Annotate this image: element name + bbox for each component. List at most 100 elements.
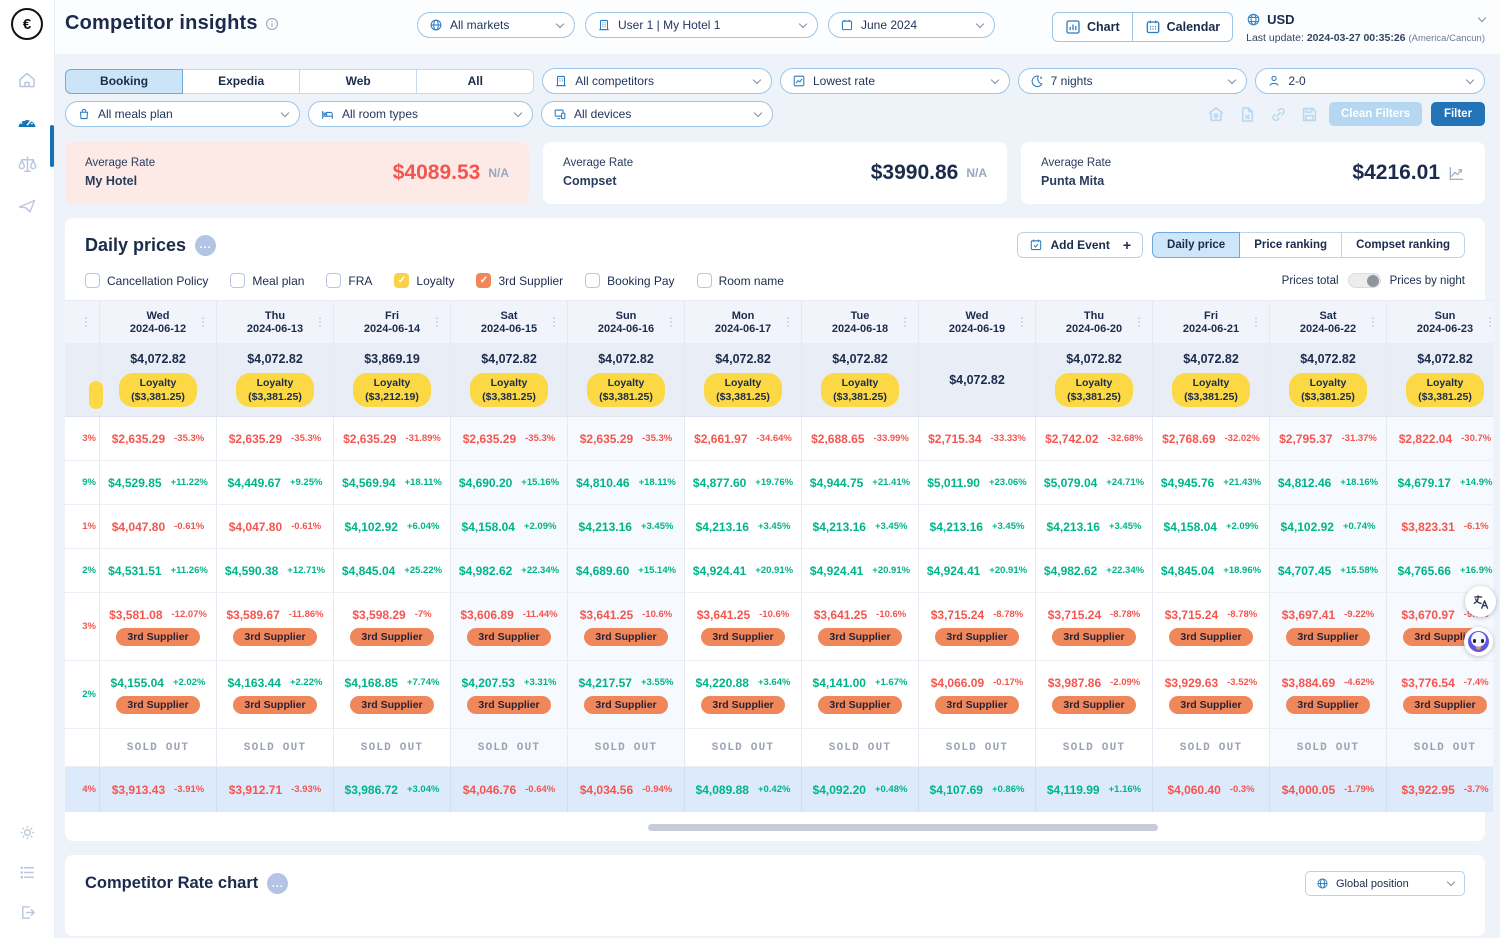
date-column-header[interactable]: Wed 2024-06-19 ⋮ <box>919 301 1036 343</box>
price-cell[interactable]: $4,047.80 -0.61% <box>217 505 334 548</box>
price-cell[interactable]: $4,845.04 +25.22% <box>334 549 451 592</box>
sidebar-item-home[interactable] <box>15 68 39 92</box>
price-cell[interactable]: $2,688.65 -33.99% <box>802 417 919 460</box>
checkbox-meal-plan[interactable]: Meal plan <box>230 273 304 288</box>
total-price-cell[interactable]: $4,060.40 -0.3% <box>1153 767 1270 812</box>
price-cell[interactable]: $4,982.62 +22.34% <box>1036 549 1153 592</box>
export-excel-icon[interactable] <box>1236 103 1258 125</box>
price-cell[interactable]: $4,812.46 +18.16% <box>1270 461 1387 504</box>
price-cell[interactable]: $4,213.16 +3.45% <box>802 505 919 548</box>
price-cell[interactable]: $4,531.51 +11.26% <box>100 549 217 592</box>
price-cell[interactable]: $4,155.04 +2.02% 3rd Supplier <box>100 661 217 728</box>
date-column-header[interactable]: Thu 2024-06-20 ⋮ <box>1036 301 1153 343</box>
price-cell[interactable]: $3,715.24 -8.78% 3rd Supplier <box>919 593 1036 660</box>
favorite-filter-icon[interactable] <box>1205 103 1227 125</box>
global-position-dropdown[interactable]: Global position <box>1305 871 1465 896</box>
column-menu-icon[interactable]: ⋮ <box>548 315 560 329</box>
column-menu-icon[interactable]: ⋮ <box>1484 316 1493 328</box>
price-cell[interactable]: $4,924.41 +20.91% <box>685 549 802 592</box>
price-cell[interactable]: $4,569.94 +18.11% <box>334 461 451 504</box>
save-icon[interactable] <box>1298 103 1320 125</box>
sidebar-item-flights[interactable] <box>15 194 39 218</box>
my-hotel-price-cell[interactable]: $4,072.82 Loyalty ($3,381.25) <box>1387 343 1493 416</box>
checkbox-fra[interactable]: FRA <box>326 273 372 288</box>
price-cell[interactable]: $3,697.41 -9.22% 3rd Supplier <box>1270 593 1387 660</box>
checkbox-3rd-supplier[interactable]: ✓ 3rd Supplier <box>476 273 563 288</box>
price-cell[interactable]: $4,047.80 -0.61% <box>100 505 217 548</box>
price-cell[interactable]: $4,924.41 +20.91% <box>802 549 919 592</box>
price-cell[interactable]: $4,944.75 +21.41% <box>802 461 919 504</box>
checkbox-room-name[interactable]: Room name <box>696 273 784 288</box>
my-hotel-price-cell[interactable]: $4,072.82 Loyalty ($3,381.25) <box>451 343 568 416</box>
column-menu-icon[interactable]: ⋮ <box>782 315 794 329</box>
occupancy-dropdown[interactable]: 2-0 <box>1255 68 1486 94</box>
total-price-cell[interactable]: $3,912.71 -3.93% <box>217 767 334 812</box>
price-cell[interactable]: $3,776.54 -7.4% 3rd Supplier <box>1387 661 1493 728</box>
my-hotel-price-cell[interactable]: $3,869.19 Loyalty ($3,212.19) <box>334 343 451 416</box>
competitors-dropdown[interactable]: All competitors <box>542 68 772 94</box>
price-cell[interactable]: $4,765.66 +16.9% <box>1387 549 1493 592</box>
price-cell[interactable]: $3,641.25 -10.6% 3rd Supplier <box>802 593 919 660</box>
date-column-header[interactable]: Sun 2024-06-16 ⋮ <box>568 301 685 343</box>
column-menu-icon[interactable]: ⋮ <box>1250 315 1262 329</box>
checkbox-loyalty[interactable]: ✓ Loyalty <box>394 273 454 288</box>
column-menu-icon[interactable]: ⋮ <box>665 315 677 329</box>
column-menu-icon[interactable]: ⋮ <box>899 315 911 329</box>
total-price-cell[interactable]: $4,089.88 +0.42% <box>685 767 802 812</box>
devices-dropdown[interactable]: All devices <box>541 101 773 127</box>
price-cell[interactable]: $4,845.04 +18.96% <box>1153 549 1270 592</box>
translate-button[interactable] <box>1465 586 1496 617</box>
add-event-button[interactable]: Add Event + <box>1017 232 1144 258</box>
total-price-cell[interactable]: $3,913.43 -3.91% <box>100 767 217 812</box>
price-cell[interactable]: $3,606.89 -11.44% 3rd Supplier <box>451 593 568 660</box>
price-cell[interactable]: $4,213.16 +3.45% <box>685 505 802 548</box>
price-cell[interactable]: $4,220.88 +3.64% 3rd Supplier <box>685 661 802 728</box>
competitor-rate-chart-menu-button[interactable]: ... <box>267 873 289 894</box>
date-column-header[interactable]: Wed 2024-06-12 ⋮ <box>100 301 217 343</box>
rate-type-dropdown[interactable]: Lowest rate <box>779 68 1010 94</box>
price-cell[interactable]: $4,679.17 +14.9% <box>1387 461 1493 504</box>
price-cell[interactable]: $2,635.29 -35.3% <box>100 417 217 460</box>
source-tab-all[interactable]: All <box>417 68 535 94</box>
link-icon[interactable] <box>1267 103 1289 125</box>
markets-dropdown[interactable]: All markets <box>417 12 575 38</box>
price-mode-switch[interactable] <box>1347 273 1381 288</box>
price-cell[interactable]: $4,163.44 +2.22% 3rd Supplier <box>217 661 334 728</box>
sidebar-item-logout[interactable] <box>15 900 39 924</box>
checkbox-cancellation-policy[interactable]: Cancellation Policy <box>85 273 208 288</box>
price-cell[interactable]: $3,589.67 -11.86% 3rd Supplier <box>217 593 334 660</box>
daily-prices-menu-button[interactable]: ... <box>195 234 217 256</box>
total-price-cell[interactable]: $4,092.20 +0.48% <box>802 767 919 812</box>
calendar-view-button[interactable]: Calendar <box>1131 13 1232 41</box>
scrollbar-thumb[interactable] <box>648 824 1158 831</box>
total-price-cell[interactable]: $3,922.95 -3.7% <box>1387 767 1493 812</box>
price-cell[interactable]: $2,822.04 -30.7% <box>1387 417 1493 460</box>
my-hotel-price-cell[interactable]: $4,072.82 Loyalty ($3,381.25) <box>217 343 334 416</box>
total-price-cell[interactable]: $3,986.72 +3.04% <box>334 767 451 812</box>
my-hotel-price-cell[interactable]: $4,072.82 <box>919 343 1036 416</box>
price-cell[interactable]: $3,715.24 -8.78% 3rd Supplier <box>1153 593 1270 660</box>
date-column-header[interactable]: Mon 2024-06-17 ⋮ <box>685 301 802 343</box>
price-cell[interactable]: $4,213.16 +3.45% <box>1036 505 1153 548</box>
price-cell[interactable]: $4,213.16 +3.45% <box>919 505 1036 548</box>
column-menu-icon[interactable]: ⋮ <box>1367 315 1379 329</box>
my-hotel-price-cell[interactable]: $4,072.82 Loyalty ($3,381.25) <box>1036 343 1153 416</box>
chat-widget-button[interactable] <box>1464 627 1493 656</box>
sidebar-item-settings[interactable] <box>15 820 39 844</box>
checkbox-booking-pay[interactable]: Booking Pay <box>585 273 675 288</box>
price-cell[interactable]: $2,715.34 -33.33% <box>919 417 1036 460</box>
my-hotel-price-cell[interactable]: $4,072.82 Loyalty ($3,381.25) <box>1270 343 1387 416</box>
clean-filters-button[interactable]: Clean Filters <box>1329 102 1422 126</box>
price-cell[interactable]: $5,011.90 +23.06% <box>919 461 1036 504</box>
tab-price-ranking[interactable]: Price ranking <box>1240 232 1343 258</box>
price-cell[interactable]: $4,102.92 +6.04% <box>334 505 451 548</box>
price-cell[interactable]: $3,641.25 -10.6% 3rd Supplier <box>568 593 685 660</box>
my-hotel-price-cell[interactable]: $4,072.82 Loyalty ($3,381.25) <box>685 343 802 416</box>
price-cell[interactable]: $5,079.04 +24.71% <box>1036 461 1153 504</box>
price-cell[interactable]: $3,598.29 -7% 3rd Supplier <box>334 593 451 660</box>
price-cell[interactable]: $2,742.02 -32.68% <box>1036 417 1153 460</box>
price-cell[interactable]: $4,810.46 +18.11% <box>568 461 685 504</box>
total-price-cell[interactable]: $4,046.76 -0.64% <box>451 767 568 812</box>
price-cell[interactable]: $2,635.29 -35.3% <box>451 417 568 460</box>
